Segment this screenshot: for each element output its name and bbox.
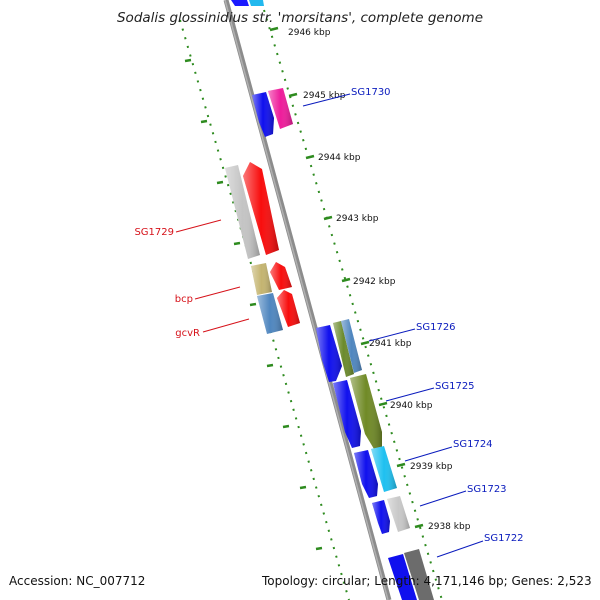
label-leader	[194, 286, 241, 300]
accession-text: Accession: NC_007712	[9, 574, 146, 588]
label-leader	[368, 328, 416, 342]
tick-label: 2938 kbp	[428, 522, 471, 532]
gene-arrow-forward[interactable]	[404, 549, 434, 600]
genome-backbone-highlight	[224, 0, 389, 600]
label-leader	[436, 540, 484, 558]
label-leader	[302, 93, 351, 107]
genome-summary-text: Topology: circular; Length: 4,171,146 bp…	[262, 574, 592, 588]
tick-label: 2940 kbp	[390, 401, 433, 411]
gene-label[interactable]: SG1729	[134, 227, 174, 238]
tick-label: 2943 kbp	[336, 214, 379, 224]
label-leader	[404, 446, 453, 462]
outer-major-ticks	[269, 26, 424, 529]
gene-label[interactable]: SG1724	[453, 439, 493, 450]
gene-label[interactable]: gcvR	[175, 328, 200, 339]
tick-label: 2945 kbp	[303, 91, 346, 101]
tick-ring-inner	[179, 19, 350, 600]
gene-label[interactable]: SG1725	[435, 381, 475, 392]
genome-title: Sodalis glossinidius str. 'morsitans', c…	[116, 10, 484, 26]
tick-ring-outer	[263, 9, 443, 600]
gene-arrow-forward[interactable]	[231, 0, 249, 6]
tick-label: 2946 kbp	[288, 28, 331, 38]
genome-backbone	[223, 0, 392, 600]
tick-label: 2939 kbp	[410, 462, 453, 472]
tick-label: 2944 kbp	[318, 153, 361, 163]
label-leader	[385, 387, 435, 402]
tick-label: 2942 kbp	[353, 277, 396, 287]
label-leader	[202, 318, 250, 333]
tick-label: 2941 kbp	[369, 339, 412, 349]
inner-major-ticks	[184, 58, 323, 551]
gene-arrow-forward[interactable]	[249, 0, 264, 6]
gene-arrow-forward[interactable]	[388, 554, 417, 600]
gene-label[interactable]: SG1722	[484, 533, 524, 544]
label-leader	[175, 219, 222, 233]
gene-label[interactable]: SG1730	[351, 87, 391, 98]
gene-label[interactable]: SG1726	[416, 322, 456, 333]
gene-label[interactable]: SG1723	[467, 484, 507, 495]
gene-label[interactable]: bcp	[175, 294, 193, 305]
label-leader	[419, 490, 467, 507]
